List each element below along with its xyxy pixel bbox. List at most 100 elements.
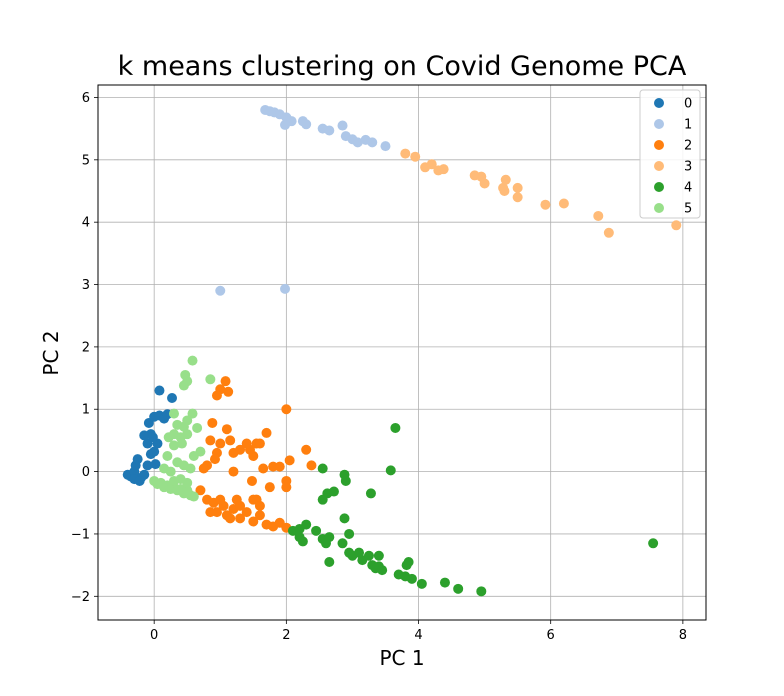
data-point: [406, 573, 417, 584]
data-point: [185, 463, 196, 474]
data-point: [182, 415, 193, 426]
data-point: [147, 432, 158, 443]
data-point: [264, 482, 275, 493]
data-point: [274, 461, 285, 472]
data-point: [246, 475, 257, 486]
data-point: [205, 435, 216, 446]
data-point: [182, 477, 193, 488]
data-point: [317, 463, 328, 474]
data-point: [195, 485, 206, 496]
data-point: [159, 463, 170, 474]
data-point: [254, 510, 265, 521]
data-point: [163, 432, 174, 443]
data-point: [134, 475, 145, 486]
data-point: [352, 137, 363, 148]
data-point: [354, 547, 365, 558]
data-point: [328, 486, 339, 497]
data-point: [182, 429, 193, 440]
data-point: [284, 455, 295, 466]
data-point: [479, 178, 490, 189]
grid-lines: [98, 85, 706, 620]
legend-marker: [654, 98, 664, 108]
data-point: [228, 447, 239, 458]
data-point: [241, 438, 252, 449]
data-point: [324, 557, 335, 568]
data-point: [280, 283, 291, 294]
x-tick-label: 6: [547, 628, 555, 643]
data-point: [225, 435, 236, 446]
data-point: [167, 393, 178, 404]
chart-title: k means clustering on Covid Genome PCA: [118, 51, 687, 82]
x-axis-label: PC 1: [379, 646, 424, 670]
data-point: [297, 536, 308, 547]
data-point: [209, 454, 220, 465]
data-point: [390, 422, 401, 433]
legend-label: 1: [684, 118, 692, 133]
legend-label: 0: [684, 97, 692, 112]
data-point: [324, 125, 335, 136]
series-1: [215, 104, 391, 296]
data-point: [150, 459, 161, 470]
x-axis-ticks: 0 2 4 6 8: [150, 620, 687, 643]
legend-marker: [654, 119, 664, 129]
y-tick-label: 6: [82, 91, 90, 106]
data-point: [540, 199, 551, 210]
data-point: [439, 577, 450, 588]
data-point: [235, 500, 246, 511]
data-point: [248, 516, 259, 527]
data-point: [306, 460, 317, 471]
data-point: [281, 404, 292, 415]
data-point: [344, 528, 355, 539]
data-point: [512, 192, 523, 203]
y-tick-label: 0: [82, 465, 90, 480]
y-tick-label: 3: [82, 278, 90, 293]
legend-label: 2: [684, 139, 692, 154]
legend-marker: [654, 182, 664, 192]
series-5: [149, 355, 216, 502]
data-points: [122, 104, 682, 597]
series-4: [287, 422, 659, 597]
data-point: [215, 494, 226, 505]
data-point: [321, 538, 331, 549]
data-point: [340, 475, 351, 486]
data-point: [410, 151, 421, 162]
y-tick-label: 5: [82, 153, 90, 168]
data-point: [337, 538, 348, 549]
data-point: [385, 465, 396, 476]
x-tick-label: 2: [282, 628, 290, 643]
y-tick-label: 2: [82, 340, 90, 355]
legend-label: 4: [684, 181, 692, 196]
data-point: [254, 438, 265, 449]
data-point: [426, 159, 437, 170]
data-point: [248, 494, 259, 505]
data-point: [142, 460, 153, 471]
data-point: [225, 513, 236, 524]
legend-label: 5: [684, 202, 692, 217]
data-point: [500, 174, 511, 185]
data-point: [195, 446, 206, 457]
data-point: [180, 369, 191, 380]
data-point: [205, 374, 216, 385]
data-point: [254, 500, 265, 511]
data-point: [176, 438, 187, 449]
series-0: [122, 385, 178, 486]
data-point: [215, 285, 226, 296]
data-point: [215, 438, 226, 449]
data-point: [512, 182, 523, 193]
x-tick-label: 0: [150, 628, 158, 643]
data-point: [558, 198, 569, 209]
data-point: [162, 451, 173, 462]
data-point: [132, 454, 143, 465]
plot-frame: [97, 84, 707, 621]
y-tick-label: −2: [71, 590, 90, 605]
y-tick-label: 4: [82, 216, 90, 231]
data-point: [339, 513, 350, 524]
data-point: [139, 430, 150, 441]
x-tick-label: 8: [679, 628, 687, 643]
series-3: [400, 148, 682, 238]
data-point: [235, 513, 246, 524]
data-point: [593, 210, 604, 221]
data-point: [241, 507, 252, 518]
data-point: [228, 466, 239, 477]
data-point: [261, 427, 272, 438]
